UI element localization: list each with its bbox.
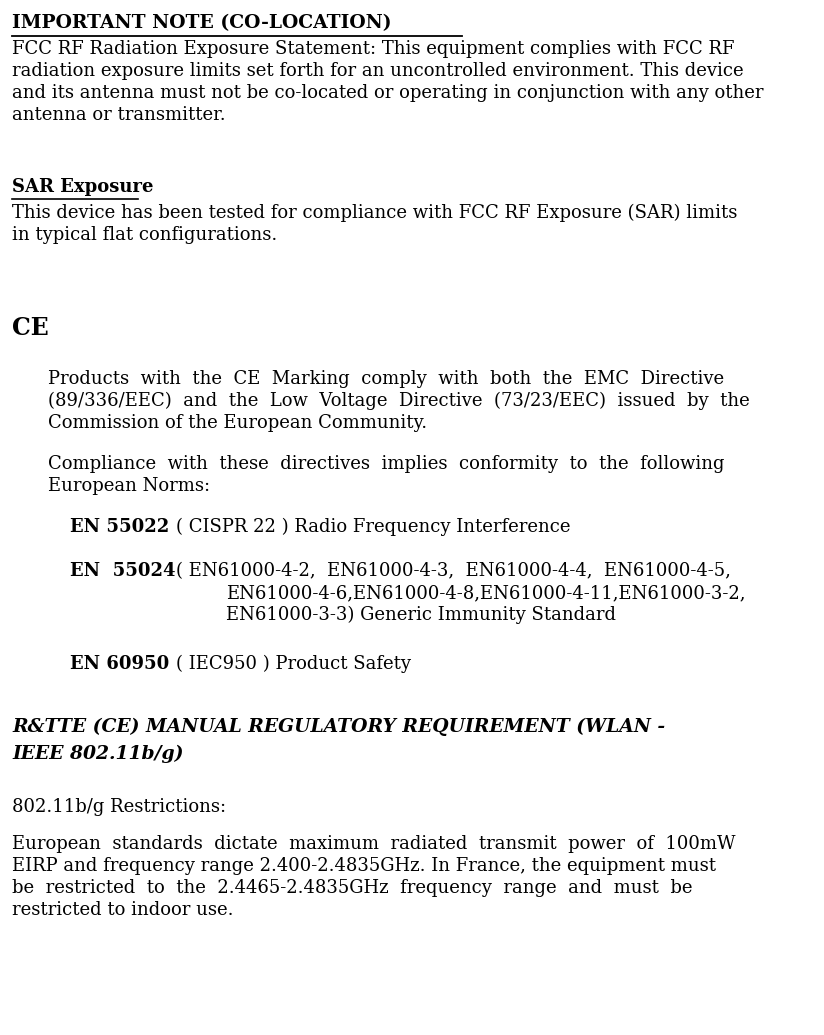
Text: restricted to indoor use.: restricted to indoor use. bbox=[12, 901, 233, 919]
Text: IMPORTANT NOTE (CO-LOCATION): IMPORTANT NOTE (CO-LOCATION) bbox=[12, 14, 391, 32]
Text: FCC RF Radiation Exposure Statement: This equipment complies with FCC RF: FCC RF Radiation Exposure Statement: Thi… bbox=[12, 40, 734, 58]
Text: Commission of the European Community.: Commission of the European Community. bbox=[48, 414, 427, 432]
Text: EN 55022: EN 55022 bbox=[70, 518, 169, 536]
Text: 802.11b/g Restrictions:: 802.11b/g Restrictions: bbox=[12, 798, 226, 816]
Text: ( IEC950 ) Product Safety: ( IEC950 ) Product Safety bbox=[176, 655, 411, 673]
Text: and its antenna must not be co-located or operating in conjunction with any othe: and its antenna must not be co-located o… bbox=[12, 84, 764, 102]
Text: European  standards  dictate  maximum  radiated  transmit  power  of  100mW: European standards dictate maximum radia… bbox=[12, 835, 736, 853]
Text: ( CISPR 22 ) Radio Frequency Interference: ( CISPR 22 ) Radio Frequency Interferenc… bbox=[176, 518, 570, 536]
Text: Products  with  the  CE  Marking  comply  with  both  the  EMC  Directive: Products with the CE Marking comply with… bbox=[48, 369, 724, 388]
Text: R&TTE (CE) MANUAL REGULATORY REQUIREMENT (WLAN -: R&TTE (CE) MANUAL REGULATORY REQUIREMENT… bbox=[12, 718, 665, 736]
Text: European Norms:: European Norms: bbox=[48, 477, 210, 495]
Text: be  restricted  to  the  2.4465-2.4835GHz  frequency  range  and  must  be: be restricted to the 2.4465-2.4835GHz fr… bbox=[12, 879, 692, 897]
Text: in typical flat configurations.: in typical flat configurations. bbox=[12, 226, 277, 244]
Text: This device has been tested for compliance with FCC RF Exposure (SAR) limits: This device has been tested for complian… bbox=[12, 204, 737, 223]
Text: ( EN61000-4-2,  EN61000-4-3,  EN61000-4-4,  EN61000-4-5,: ( EN61000-4-2, EN61000-4-3, EN61000-4-4,… bbox=[176, 562, 731, 580]
Text: Compliance  with  these  directives  implies  conformity  to  the  following: Compliance with these directives implies… bbox=[48, 455, 724, 473]
Text: IEEE 802.11b/g): IEEE 802.11b/g) bbox=[12, 745, 184, 763]
Text: radiation exposure limits set forth for an uncontrolled environment. This device: radiation exposure limits set forth for … bbox=[12, 62, 743, 80]
Text: EN 60950: EN 60950 bbox=[70, 655, 169, 673]
Text: CE: CE bbox=[12, 316, 49, 341]
Text: EN61000-3-3) Generic Immunity Standard: EN61000-3-3) Generic Immunity Standard bbox=[226, 607, 616, 624]
Text: EN  55024: EN 55024 bbox=[70, 562, 176, 580]
Text: SAR Exposure: SAR Exposure bbox=[12, 178, 153, 196]
Text: antenna or transmitter.: antenna or transmitter. bbox=[12, 106, 226, 124]
Text: (89/336/EEC)  and  the  Low  Voltage  Directive  (73/23/EEC)  issued  by  the: (89/336/EEC) and the Low Voltage Directi… bbox=[48, 392, 750, 410]
Text: EIRP and frequency range 2.400-2.4835GHz. In France, the equipment must: EIRP and frequency range 2.400-2.4835GHz… bbox=[12, 857, 716, 875]
Text: EN61000-4-6,EN61000-4-8,EN61000-4-11,EN61000-3-2,: EN61000-4-6,EN61000-4-8,EN61000-4-11,EN6… bbox=[226, 584, 746, 602]
